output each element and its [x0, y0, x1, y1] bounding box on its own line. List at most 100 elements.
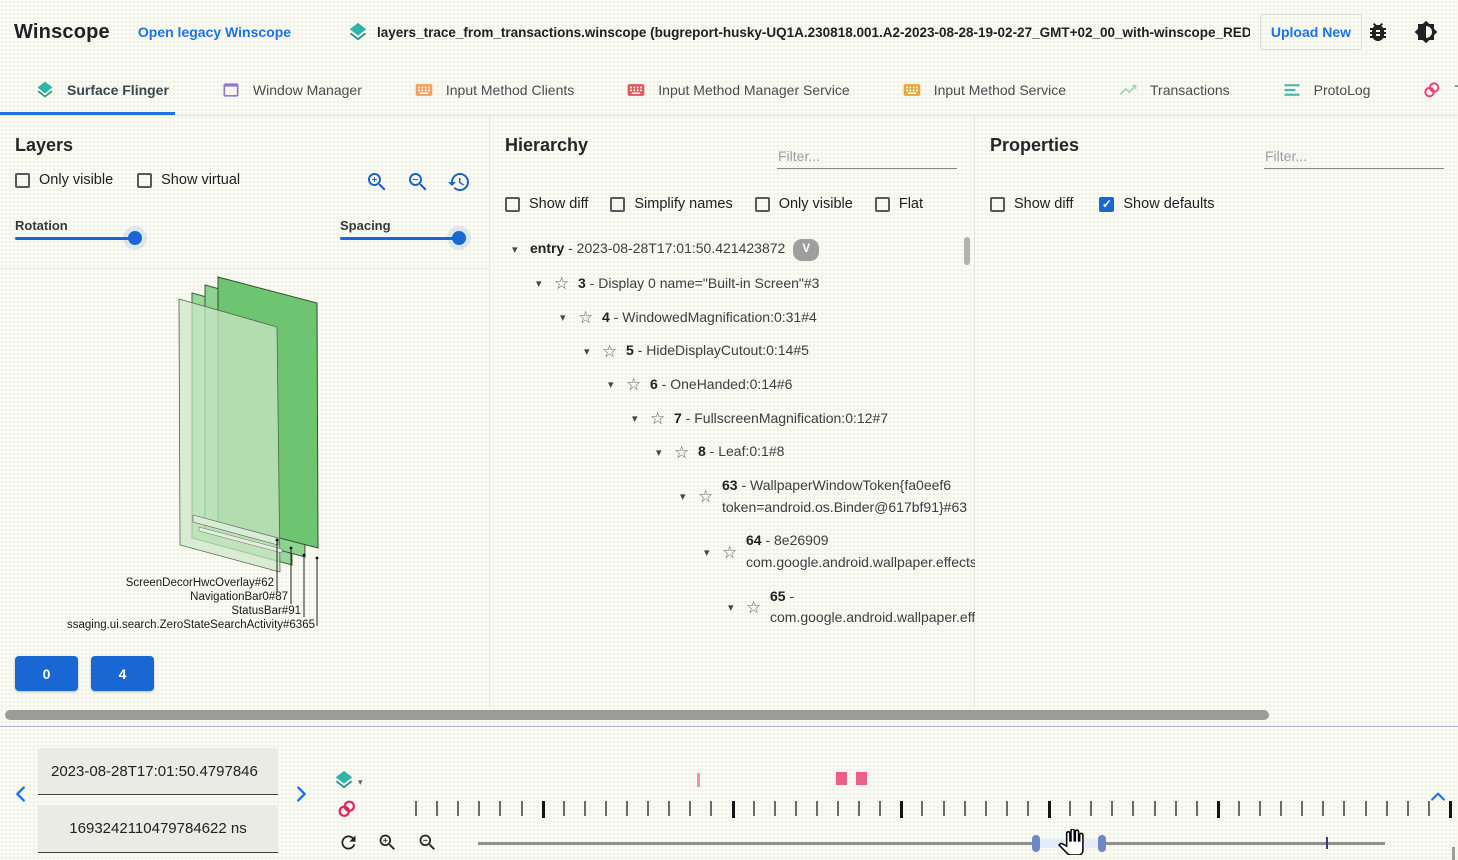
timeline-tick-major[interactable]	[1217, 801, 1220, 818]
timeline-tick[interactable]	[1322, 801, 1324, 816]
layers-checkbox-show-virtual[interactable]: Show virtual	[137, 172, 240, 188]
checkbox-box[interactable]	[505, 196, 520, 212]
tab-input-method-clients[interactable]: Input Method Clients	[414, 80, 574, 100]
checkbox-box[interactable]	[15, 172, 30, 188]
upload-new-button[interactable]: Upload New	[1259, 14, 1362, 50]
timeline-tick[interactable]	[1365, 801, 1367, 816]
timeline-tick-major[interactable]	[732, 801, 735, 818]
collapse-timeline-icon[interactable]	[1428, 787, 1448, 812]
pin-star-icon[interactable]: ☆	[626, 375, 642, 395]
pin-star-icon[interactable]: ☆	[698, 487, 714, 507]
spacing-slider-track[interactable]	[340, 237, 460, 240]
timeline-tick[interactable]	[1132, 801, 1134, 816]
tree-node-5[interactable]: ▾ ☆ 5 - HideDisplayCutout:0:14#5	[490, 334, 975, 368]
pin-star-icon[interactable]: ☆	[602, 341, 618, 361]
properties-checkbox-show-diff[interactable]: Show diff	[990, 196, 1073, 212]
tab-input-method-manager-service[interactable]: Input Method Manager Service	[626, 80, 850, 100]
timeline-tick[interactable]	[1428, 801, 1430, 816]
timeline-tick[interactable]	[668, 801, 670, 816]
timeline-tick[interactable]	[921, 801, 923, 816]
expand-caret-icon[interactable]: ▾	[560, 311, 566, 324]
timeline-tick[interactable]	[1196, 801, 1198, 816]
expand-caret-icon[interactable]: ▾	[656, 446, 662, 459]
hierarchy-checkbox-only-visible[interactable]: Only visible	[754, 196, 853, 212]
tree-node-8[interactable]: ▾ ☆ 8 - Leaf:0:1#8	[490, 435, 975, 469]
timeline-tick[interactable]	[647, 801, 649, 816]
expand-caret-icon[interactable]: ▾	[512, 243, 518, 256]
tab-transactions[interactable]: Transactions	[1118, 80, 1230, 100]
timeline-tick[interactable]	[1006, 801, 1008, 816]
properties-filter-input[interactable]	[1264, 146, 1444, 169]
next-entry-icon[interactable]	[290, 783, 312, 810]
timeline-tick[interactable]	[985, 801, 987, 816]
timeline-tick[interactable]	[1280, 801, 1282, 816]
sf-trace-icon[interactable]	[333, 769, 355, 796]
timeline-tick-major[interactable]	[1449, 801, 1452, 818]
layers-3d-view[interactable]	[0, 268, 490, 658]
timeline-tick[interactable]	[1027, 801, 1029, 816]
pin-star-icon[interactable]: ☆	[722, 542, 738, 562]
timeline-tick[interactable]	[499, 801, 501, 816]
pin-star-icon[interactable]: ☆	[650, 408, 666, 428]
timeline-tick[interactable]	[1407, 801, 1409, 816]
expand-caret-icon[interactable]: ▾	[584, 345, 590, 358]
timeline-tick[interactable]	[964, 801, 966, 816]
timeline-tick-major[interactable]	[542, 801, 545, 818]
trace-dropdown-icon[interactable]: ▾	[358, 777, 363, 787]
transition-block-marker[interactable]	[856, 772, 867, 785]
timeline-tick[interactable]	[626, 801, 628, 816]
refresh-icon[interactable]	[338, 832, 359, 858]
transition-trace-icon[interactable]	[336, 798, 358, 825]
timeline-tick[interactable]	[1175, 801, 1177, 816]
pin-star-icon[interactable]: ☆	[554, 274, 570, 294]
timeline-tick[interactable]	[521, 801, 523, 816]
open-legacy-winscope-link[interactable]: Open legacy Winscope	[137, 24, 292, 40]
tab-protolog[interactable]: ProtoLog	[1282, 80, 1370, 100]
spacing-slider-thumb[interactable]	[452, 231, 466, 245]
layers-checkbox-only-visible[interactable]: Only visible	[15, 172, 113, 188]
timeline-tick[interactable]	[1259, 801, 1261, 816]
checkbox-box[interactable]	[874, 196, 890, 212]
hierarchy-filter-input[interactable]	[777, 146, 957, 169]
pin-star-icon[interactable]: ☆	[746, 597, 762, 617]
pin-star-icon[interactable]: ☆	[578, 307, 594, 327]
tree-node-65[interactable]: ▾ ☆ 65 - com.google.android.wallpaper.effe…	[490, 580, 975, 635]
expand-caret-icon[interactable]: ▾	[536, 278, 542, 291]
checkbox-box[interactable]	[990, 196, 1005, 212]
hierarchy-checkbox-show-diff[interactable]: Show diff	[505, 196, 588, 212]
tab-surface-flinger[interactable]: Surface Flinger	[35, 80, 169, 100]
timeline-tick[interactable]	[1069, 801, 1071, 816]
timeline-tick[interactable]	[816, 801, 818, 816]
prev-entry-icon[interactable]	[10, 783, 32, 810]
timeline-tick[interactable]	[774, 801, 776, 816]
zoom-in-icon[interactable]	[365, 170, 389, 194]
timeline-tick[interactable]	[1111, 801, 1113, 816]
tree-node-4[interactable]: ▾ ☆ 4 - WindowedMagnification:0:31#4	[490, 301, 975, 335]
tree-node-entry[interactable]: ▾ entry - 2023-08-28T17:01:50.421423872 V	[490, 232, 975, 267]
properties-checkbox-show-defaults[interactable]: ✓ Show defaults	[1099, 196, 1214, 212]
transition-marker[interactable]	[697, 773, 700, 787]
pin-star-icon[interactable]: ☆	[674, 442, 690, 462]
rotation-slider-track[interactable]	[15, 237, 137, 240]
range-track-right[interactable]	[1106, 842, 1385, 845]
range-handle-left[interactable]	[1032, 835, 1040, 852]
dark-mode-icon[interactable]	[1414, 20, 1438, 44]
hierarchy-checkbox-flat[interactable]: Flat	[874, 196, 923, 212]
expand-caret-icon[interactable]: ▾	[728, 601, 734, 614]
timeline-tick[interactable]	[858, 801, 860, 816]
timeline-tick[interactable]	[605, 801, 607, 816]
timeline-tick[interactable]	[478, 801, 480, 816]
timeline-tick[interactable]	[457, 801, 459, 816]
rotation-slider-thumb[interactable]	[128, 231, 142, 245]
timeline-tick[interactable]	[1154, 801, 1156, 816]
timeline-tick[interactable]	[837, 801, 839, 816]
timeline-tick[interactable]	[943, 801, 945, 816]
timeline-tick[interactable]	[415, 801, 417, 816]
timeline-tick-major[interactable]	[900, 801, 903, 818]
timeline-tick[interactable]	[879, 801, 881, 816]
timeline-tick[interactable]	[753, 801, 755, 816]
timestamp-input[interactable]	[38, 748, 278, 795]
tree-node-63[interactable]: ▾ ☆ 63 - WallpaperWindowToken{fa0eef6 toke…	[490, 469, 975, 524]
hierarchy-checkbox-simplify-names[interactable]: Simplify names	[610, 196, 733, 212]
timeline-tick[interactable]	[795, 801, 797, 816]
